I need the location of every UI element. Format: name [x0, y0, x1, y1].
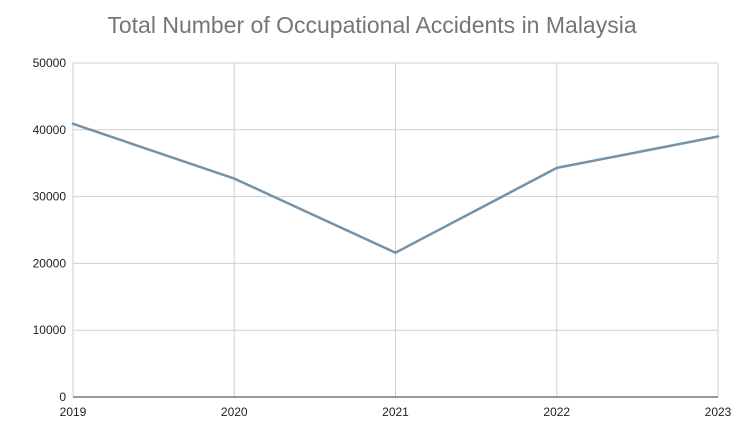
- x-tick-label: 2022: [543, 405, 570, 419]
- series-layer: [71, 122, 720, 254]
- y-tick-label: 20000: [33, 256, 67, 270]
- y-tick-label: 30000: [33, 190, 67, 204]
- x-tick-label: 2023: [705, 405, 732, 419]
- chart-title: Total Number of Occupational Accidents i…: [107, 12, 636, 38]
- y-tick-label: 50000: [33, 56, 67, 70]
- x-tick-label: 2020: [221, 405, 248, 419]
- y-tick-label: 10000: [33, 323, 67, 337]
- x-tick-label: 2019: [60, 405, 87, 419]
- data-point: [71, 122, 75, 125]
- tick-labels: 0 10000 20000 30000 40000 50000 2019 2020 2021 20…: [33, 56, 732, 419]
- gridlines: [72, 62, 719, 397]
- x-tick-label: 2021: [382, 405, 409, 419]
- data-point: [233, 177, 236, 180]
- data-point: [716, 135, 720, 138]
- y-tick-label: 0: [59, 390, 66, 404]
- data-point: [394, 251, 397, 254]
- y-tick-label: 40000: [33, 123, 67, 137]
- data-point: [555, 166, 558, 170]
